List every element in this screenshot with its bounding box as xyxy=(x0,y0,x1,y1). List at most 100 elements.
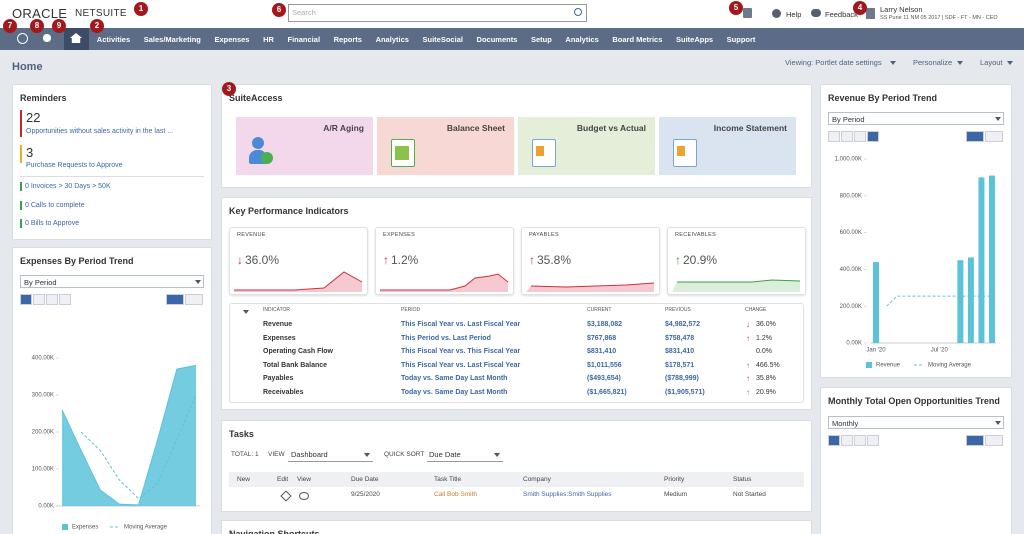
chart-type-button[interactable] xyxy=(828,131,840,142)
trend-button[interactable] xyxy=(166,294,184,305)
kpi-current[interactable]: $1,011,556 xyxy=(587,361,622,369)
view-icon[interactable] xyxy=(299,492,309,500)
select[interactable] xyxy=(828,416,1004,429)
search-icon[interactable] xyxy=(574,8,582,16)
kpi-period[interactable]: This Fiscal Year vs. This Fiscal Year xyxy=(401,348,521,356)
caret[interactable] xyxy=(364,453,370,457)
kpi-period[interactable]: Today vs. Same Day Last Month xyxy=(401,389,508,396)
personalize-menu[interactable]: Personalize xyxy=(913,58,953,67)
chart-type-button[interactable] xyxy=(841,131,853,142)
kpi-previous[interactable]: $4,982,572 xyxy=(665,321,701,328)
kpi-previous[interactable]: ($1,905,571) xyxy=(665,389,705,396)
trend-button[interactable] xyxy=(985,131,1003,142)
search-box[interactable] xyxy=(288,4,587,22)
select[interactable] xyxy=(20,275,204,288)
tile-title[interactable]: Income Statement xyxy=(713,123,787,133)
nav-item[interactable]: Sales/Marketing xyxy=(143,34,201,44)
select[interactable] xyxy=(828,112,1004,125)
user-name[interactable]: Larry Nelson xyxy=(880,5,923,14)
home-icon[interactable] xyxy=(70,33,82,43)
reminder-text[interactable]: Purchase Requests to Approve xyxy=(26,162,123,169)
nav-item[interactable]: Support xyxy=(726,34,756,44)
select-value[interactable]: By Period xyxy=(24,278,57,287)
chart-type-button[interactable] xyxy=(854,131,866,142)
chart-type-button[interactable] xyxy=(867,131,879,142)
kpi-previous[interactable]: ($788,999) xyxy=(665,375,699,383)
kpi-previous[interactable]: $758,478 xyxy=(665,334,695,342)
caret[interactable] xyxy=(995,117,1001,121)
caret[interactable] xyxy=(890,61,896,65)
feedback-link[interactable]: Feedback xyxy=(825,10,858,19)
kpi-current[interactable]: $831,410 xyxy=(587,348,617,356)
help-icon[interactable] xyxy=(772,9,781,18)
kpi-current[interactable]: $767,868 xyxy=(587,334,617,342)
create-icon[interactable] xyxy=(743,8,752,18)
kpi-current[interactable]: ($1,665,821) xyxy=(587,389,627,396)
nav-item[interactable]: Documents xyxy=(476,34,518,44)
reminder-link[interactable]: 0 Bills to Approve xyxy=(25,220,80,227)
feedback-icon[interactable] xyxy=(811,9,821,17)
kpi-change-arrow: ↑ xyxy=(746,374,750,384)
nav-item[interactable]: Setup xyxy=(530,34,552,44)
view-select[interactable] xyxy=(288,448,373,462)
task-cell[interactable]: Call Bob Smith xyxy=(434,491,477,498)
trend-button[interactable] xyxy=(985,435,1003,446)
caret[interactable] xyxy=(243,310,249,314)
chart-type-button[interactable] xyxy=(841,435,853,446)
help-link[interactable]: Help xyxy=(786,10,802,19)
nav-item[interactable]: Activities xyxy=(96,34,131,44)
kpi-period[interactable]: This Fiscal Year vs. Last Fiscal Year xyxy=(401,321,521,328)
chart-type-button[interactable] xyxy=(20,294,32,305)
sort-select[interactable] xyxy=(427,448,503,462)
layout-menu[interactable]: Layout xyxy=(980,58,1003,67)
select-value[interactable]: By Period xyxy=(832,115,865,124)
nav-item[interactable]: HR xyxy=(263,34,274,44)
trend-button[interactable] xyxy=(966,435,984,446)
chart-type-button[interactable] xyxy=(33,294,45,305)
user-role[interactable]: SS Pune 11 NM 05 2017 | SDF - FT - MN - … xyxy=(880,15,998,21)
kpi-previous[interactable]: $178,571 xyxy=(665,361,695,369)
kpi-period[interactable]: Today vs. Same Day Last Month xyxy=(401,375,508,383)
trend-button[interactable] xyxy=(185,294,203,305)
caret[interactable] xyxy=(195,280,201,284)
tile-title[interactable]: Budget vs Actual xyxy=(576,123,646,133)
kpi-current[interactable]: ($493,654) xyxy=(587,375,621,383)
favorites-icon[interactable] xyxy=(40,31,54,45)
task-cell[interactable]: Smith Supplies:Smith Supplies xyxy=(523,491,612,498)
chart-type-button[interactable] xyxy=(46,294,58,305)
kpi-period[interactable]: This Fiscal Year vs. Last Fiscal Year xyxy=(401,361,521,369)
nav-item[interactable]: SuiteSocial xyxy=(422,34,463,44)
caret[interactable] xyxy=(957,61,963,65)
kpi-previous[interactable]: $831,410 xyxy=(665,348,695,356)
nav-item[interactable]: Analytics xyxy=(375,34,409,44)
chart-type-button[interactable] xyxy=(828,435,840,446)
nav-item[interactable]: SuiteApps xyxy=(675,34,714,44)
recent-icon[interactable] xyxy=(17,33,28,44)
trend-button[interactable] xyxy=(966,131,984,142)
kpi-current[interactable]: $3,188,082 xyxy=(587,321,623,328)
tile-title[interactable]: Balance Sheet xyxy=(446,123,505,133)
kpi-period[interactable]: This Period vs. Last Period xyxy=(401,334,491,342)
nav-item[interactable]: Financial xyxy=(287,34,321,44)
caret[interactable] xyxy=(1007,61,1013,65)
reminder-link[interactable]: 0 Invoices > 30 Days > 50K xyxy=(25,183,111,190)
sort-value[interactable]: Due Date xyxy=(429,450,461,459)
nav-item[interactable]: Expenses xyxy=(214,34,250,44)
reminder-text[interactable]: Opportunities without sales activity in … xyxy=(26,128,174,135)
kpi-label: REVENUE xyxy=(237,232,266,238)
chart-type-button[interactable] xyxy=(59,294,71,305)
caret[interactable] xyxy=(494,453,500,457)
chart-type-button[interactable] xyxy=(867,435,879,446)
viewing-menu[interactable]: Viewing: Portlet date settings xyxy=(785,58,882,67)
nav-item[interactable]: Reports xyxy=(333,34,362,44)
tile-title[interactable]: A/R Aging xyxy=(323,123,364,133)
role-icon[interactable] xyxy=(866,8,875,19)
view-value[interactable]: Dashboard xyxy=(291,450,328,459)
select-value[interactable]: Monthly xyxy=(832,419,859,428)
nav-item[interactable]: Board Metrics xyxy=(612,34,663,44)
task-cell: Medium xyxy=(664,491,688,498)
nav-item[interactable]: Analytics xyxy=(565,34,599,44)
caret[interactable] xyxy=(995,421,1001,425)
reminder-link[interactable]: 0 Calls to complete xyxy=(25,201,85,209)
chart-type-button[interactable] xyxy=(854,435,866,446)
